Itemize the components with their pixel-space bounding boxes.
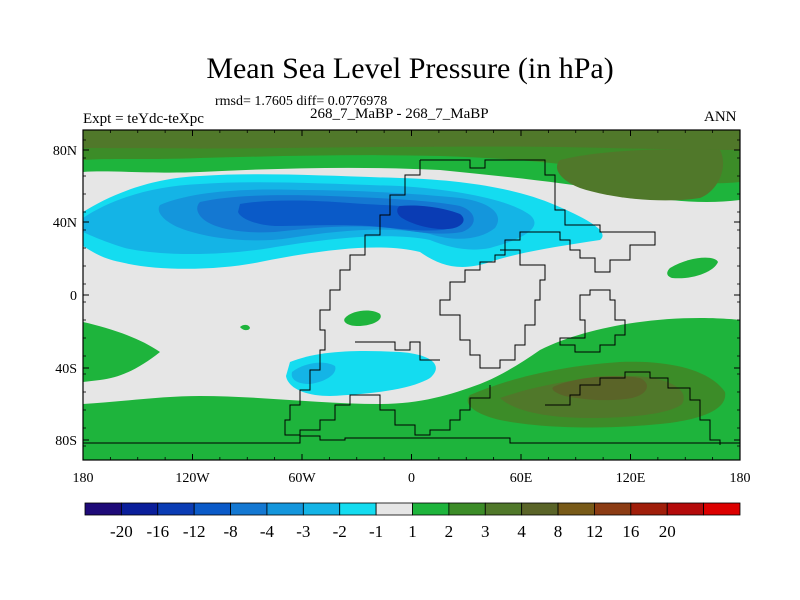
colorbar-swatch <box>339 502 377 516</box>
field-neg-south-1 <box>286 351 436 396</box>
colorbar-label: 2 <box>445 522 454 541</box>
coast-south-1 <box>360 385 491 436</box>
colorbar-label: 3 <box>481 522 490 541</box>
comparison-label: 268_7_MaBP - 268_7_MaBP <box>310 106 489 122</box>
colorbar-swatch <box>193 502 231 516</box>
colorbar-swatch <box>521 502 559 516</box>
y-tick-label: 80N <box>53 144 77 159</box>
chart-title: Mean Sea Level Pressure (in hPa) <box>206 52 614 85</box>
colorbar-label: -8 <box>223 522 237 541</box>
x-tick-label: 120E <box>616 471 646 486</box>
field-neg-south-2 <box>291 362 336 384</box>
colorbar-label: 12 <box>586 522 603 541</box>
y-axis: 80N 40N 0 40S 80S <box>53 139 740 449</box>
colorbar-swatch <box>302 502 341 516</box>
colorbar-swatch <box>703 502 741 516</box>
coast-australia <box>545 371 721 445</box>
y-tick-label: 40N <box>53 216 77 231</box>
colorbar-label: -16 <box>146 522 169 541</box>
colorbar-swatch <box>120 502 159 516</box>
y-tick-label: 0 <box>70 289 77 304</box>
x-tick-label: 60W <box>288 471 316 486</box>
colorbar-label: -12 <box>183 522 206 541</box>
field-pos-north-4 <box>556 149 724 201</box>
colorbar-swatch <box>375 502 413 516</box>
x-tick-label: 180 <box>730 471 751 486</box>
colorbar-swatch <box>412 502 450 516</box>
colorbar-swatch <box>157 502 195 516</box>
colorbar-label: 4 <box>517 522 526 541</box>
coast-eurasia <box>420 159 656 369</box>
colorbar-swatch <box>666 502 705 516</box>
colorbar: -20 -16 -12 -8 -4 -3 -2 -1 1 2 3 4 8 12 16 20 <box>84 502 741 541</box>
colorbar-label: -2 <box>333 522 347 541</box>
colorbar-swatch <box>557 502 595 516</box>
y-tick-label: 80S <box>55 434 77 449</box>
y-tick-label: 40S <box>55 362 77 377</box>
map-field <box>83 130 740 460</box>
field-neg-6 <box>397 205 464 230</box>
coast-maritime <box>559 289 626 353</box>
colorbar-swatch <box>594 502 632 516</box>
x-tick-label: 0 <box>408 471 415 486</box>
colorbar-label: -4 <box>260 522 275 541</box>
field-pos-south-4 <box>552 376 647 401</box>
season-label: ANN <box>704 109 737 125</box>
colorbar-label: 20 <box>659 522 676 541</box>
field-pos-patch-a <box>344 310 381 326</box>
x-tick-label: 60E <box>510 471 533 486</box>
coastlines <box>83 159 740 445</box>
coast-americas <box>284 160 421 436</box>
colorbar-swatch <box>630 502 668 516</box>
colorbar-swatch <box>448 502 486 516</box>
stats-label: rmsd= 1.7605 diff= 0.0776978 <box>215 94 388 109</box>
field-pos-patch-b <box>240 324 250 331</box>
colorbar-label: 1 <box>408 522 417 541</box>
colorbar-swatch <box>84 502 122 516</box>
colorbar-label: -3 <box>296 522 310 541</box>
colorbar-swatch <box>230 502 268 516</box>
field-pos-north-3 <box>83 130 740 150</box>
colorbar-swatch <box>484 502 523 516</box>
coast-south-2 <box>355 341 440 361</box>
x-tick-label: 180 <box>73 471 94 486</box>
experiment-label: Expt = teYdc-teXpc <box>83 111 204 127</box>
colorbar-label: -1 <box>369 522 383 541</box>
x-axis: 180 120W 60W 0 60E 120E 180 <box>73 130 751 486</box>
x-tick-label: 120W <box>175 471 210 486</box>
coast-antarctica <box>83 435 740 444</box>
colorbar-label: 16 <box>622 522 639 541</box>
colorbar-label: 8 <box>554 522 563 541</box>
field-pos-patch-c <box>667 257 718 279</box>
colorbar-label: -20 <box>110 522 133 541</box>
colorbar-swatch <box>266 502 304 516</box>
field-pos-south-west <box>83 322 160 382</box>
